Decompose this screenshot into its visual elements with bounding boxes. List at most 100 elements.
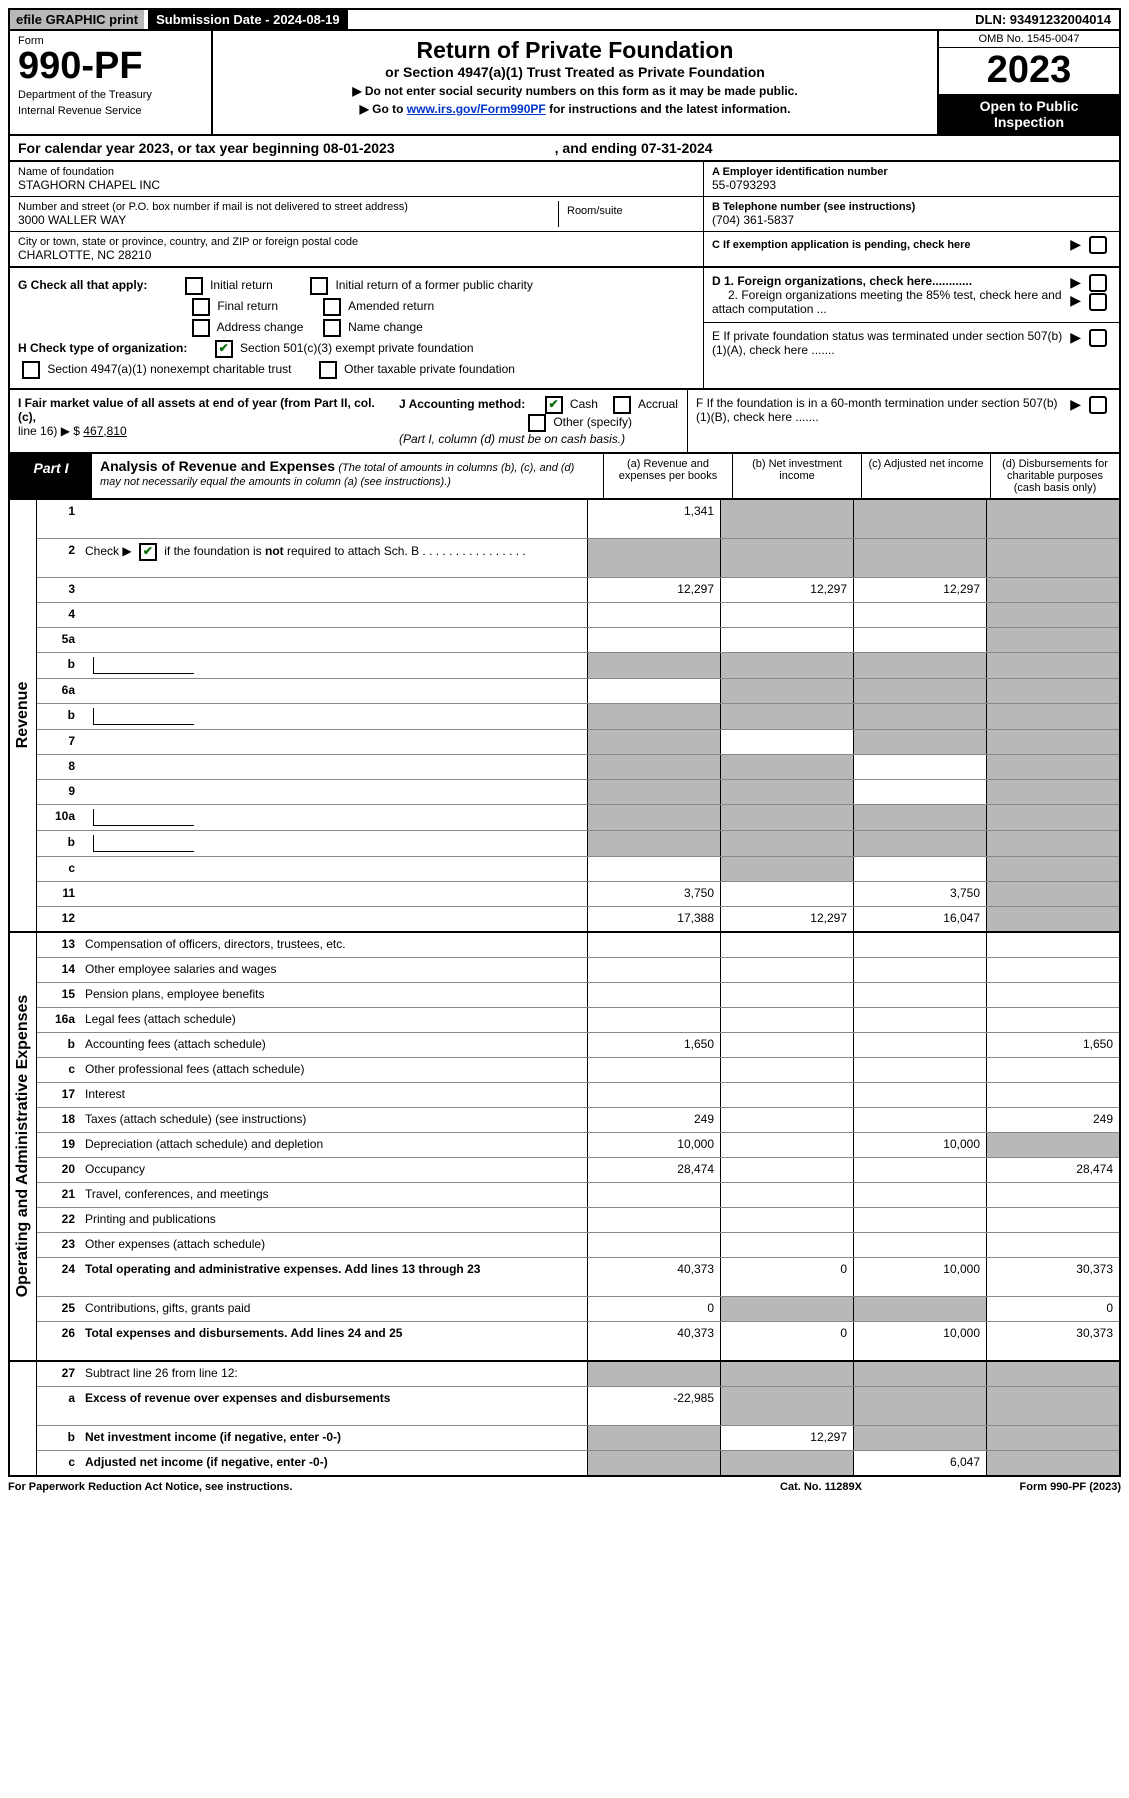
line-description: Pension plans, employee benefits: [79, 983, 587, 1007]
line-description: Occupancy: [79, 1158, 587, 1182]
table-row: 13Compensation of officers, directors, t…: [37, 933, 1119, 958]
status-terminated-row: E If private foundation status was termi…: [704, 323, 1119, 363]
line-number: b: [37, 653, 79, 678]
amount-cell: 249: [587, 1108, 720, 1132]
4947a1-checkbox[interactable]: [22, 361, 40, 379]
line-number: b: [37, 704, 79, 729]
amount-cell: [986, 1058, 1119, 1082]
table-row: 17Interest: [37, 1083, 1119, 1108]
amount-cell: [587, 780, 720, 804]
amount-cell: 30,373: [986, 1322, 1119, 1360]
amount-cell: [986, 983, 1119, 1007]
exemption-checkbox[interactable]: [1089, 236, 1107, 254]
amount-cell: [587, 653, 720, 678]
omb-number: OMB No. 1545-0047: [939, 31, 1119, 48]
other-method-checkbox[interactable]: [528, 414, 546, 432]
accrual-checkbox[interactable]: [613, 396, 631, 414]
instruction-1: ▶ Do not enter social security numbers o…: [223, 84, 927, 98]
fmv-row: I Fair market value of all assets at end…: [8, 390, 1121, 454]
fmv-left: I Fair market value of all assets at end…: [10, 390, 391, 452]
line-number: 7: [37, 730, 79, 754]
city-cell: City or town, state or province, country…: [10, 232, 703, 266]
line-description: Other employee salaries and wages: [79, 958, 587, 982]
line-number: 12: [37, 907, 79, 931]
amount-cell: 0: [720, 1322, 853, 1360]
other-taxable-checkbox[interactable]: [319, 361, 337, 379]
amount-cell: [986, 907, 1119, 931]
table-row: 14Other employee salaries and wages: [37, 958, 1119, 983]
line-number: a: [37, 1387, 79, 1425]
amount-cell: [853, 1208, 986, 1232]
cash-checkbox[interactable]: ✔: [545, 396, 563, 414]
amended-return-checkbox[interactable]: [323, 298, 341, 316]
initial-return-checkbox[interactable]: [185, 277, 203, 295]
f-checkbox[interactable]: [1089, 396, 1107, 414]
line-description: Check ▶ ✔ if the foundation is not requi…: [79, 539, 587, 577]
part-1-desc: Analysis of Revenue and Expenses (The to…: [92, 454, 603, 498]
amount-cell: [853, 500, 986, 538]
table-row: b: [37, 831, 1119, 857]
table-row: 15Pension plans, employee benefits: [37, 983, 1119, 1008]
amount-cell: [720, 500, 853, 538]
amount-cell: [587, 805, 720, 830]
line-description: Total expenses and disbursements. Add li…: [79, 1322, 587, 1360]
amount-cell: [853, 1233, 986, 1257]
sch-b-checkbox[interactable]: ✔: [139, 543, 157, 561]
exemption-pending-cell: C If exemption application is pending, c…: [704, 232, 1119, 258]
amount-cell: [986, 1183, 1119, 1207]
name-change-checkbox[interactable]: [323, 319, 341, 337]
amount-cell: [720, 1297, 853, 1321]
amount-cell: [720, 1008, 853, 1032]
line-description: Adjusted net income (if negative, enter …: [79, 1451, 587, 1475]
amount-cell: [720, 628, 853, 652]
amount-cell: [986, 704, 1119, 729]
line-description: Excess of revenue over expenses and disb…: [79, 1387, 587, 1425]
top-bar: efile GRAPHIC print Submission Date - 20…: [8, 8, 1121, 31]
amount-cell: [587, 1233, 720, 1257]
amount-cell: [986, 755, 1119, 779]
amount-cell: [720, 958, 853, 982]
irs-link[interactable]: www.irs.gov/Form990PF: [407, 102, 546, 116]
header-right: OMB No. 1545-0047 2023 Open to Public In…: [939, 31, 1119, 134]
amount-cell: [986, 679, 1119, 703]
address-change-checkbox[interactable]: [192, 319, 210, 337]
table-row: 23Other expenses (attach schedule): [37, 1233, 1119, 1258]
initial-return-former-checkbox[interactable]: [310, 277, 328, 295]
e-checkbox[interactable]: [1089, 329, 1107, 347]
phone-value: (704) 361-5837: [712, 213, 1111, 227]
amount-cell: [853, 1387, 986, 1425]
arrow-icon: ▶: [1070, 396, 1081, 446]
expenses-table: Operating and Administrative Expenses 13…: [8, 933, 1121, 1362]
expenses-side-label: Operating and Administrative Expenses: [10, 933, 37, 1360]
foundation-name: STAGHORN CHAPEL INC: [18, 178, 695, 192]
line-number: 21: [37, 1183, 79, 1207]
amount-cell: [986, 805, 1119, 830]
amount-cell: [587, 1208, 720, 1232]
line-description: [79, 831, 587, 856]
d1-checkbox[interactable]: [1089, 274, 1107, 292]
table-row: 25Contributions, gifts, grants paid00: [37, 1297, 1119, 1322]
line-description: [79, 730, 587, 754]
501c3-checkbox[interactable]: ✔: [215, 340, 233, 358]
table-row: b: [37, 704, 1119, 730]
amount-cell: 10,000: [587, 1133, 720, 1157]
amount-cell: [587, 857, 720, 881]
final-body: 27Subtract line 26 from line 12:aExcess …: [37, 1362, 1119, 1475]
amount-cell: [986, 780, 1119, 804]
line-description: Compensation of officers, directors, tru…: [79, 933, 587, 957]
d2-checkbox[interactable]: [1089, 293, 1107, 311]
amount-cell: 3,750: [587, 882, 720, 906]
header-center: Return of Private Foundation or Section …: [213, 31, 939, 134]
line-description: [79, 755, 587, 779]
amount-cell: 10,000: [853, 1133, 986, 1157]
table-row: 21Travel, conferences, and meetings: [37, 1183, 1119, 1208]
final-return-checkbox[interactable]: [192, 298, 210, 316]
line-number: b: [37, 831, 79, 856]
city-state-zip: CHARLOTTE, NC 28210: [18, 248, 695, 262]
amount-cell: [720, 1158, 853, 1182]
amount-cell: [587, 831, 720, 856]
line-description: Contributions, gifts, grants paid: [79, 1297, 587, 1321]
line-description: [79, 578, 587, 602]
table-row: 19Depreciation (attach schedule) and dep…: [37, 1133, 1119, 1158]
amount-cell: [720, 704, 853, 729]
